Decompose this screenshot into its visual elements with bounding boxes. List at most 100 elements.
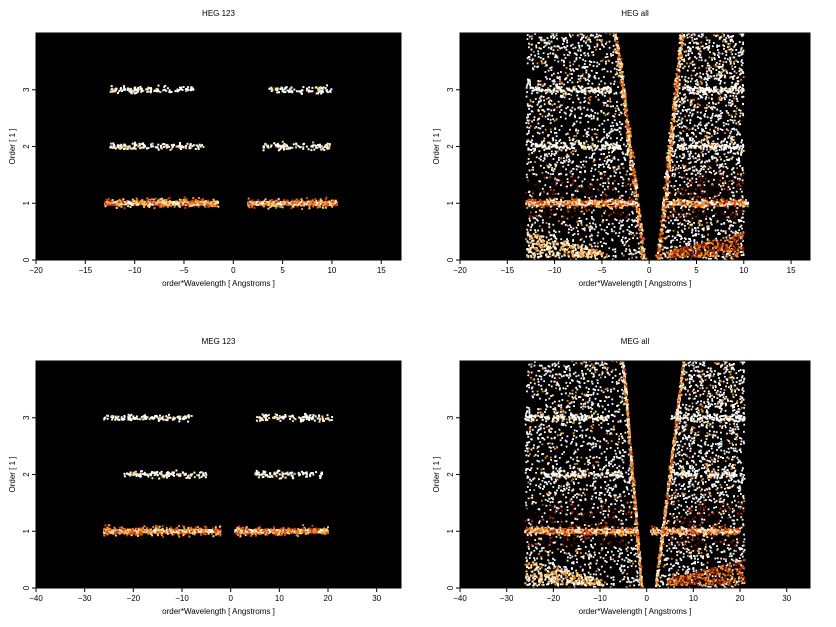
heatmap-pixel [532, 135, 534, 137]
heatmap-pixel [579, 217, 581, 219]
heatmap-pixel [582, 86, 584, 88]
heatmap-pixel [592, 144, 594, 146]
heatmap-pixel [637, 215, 639, 217]
heatmap-pixel [259, 204, 261, 206]
heatmap-pixel [538, 87, 540, 89]
heatmap-pixel [575, 215, 577, 217]
heatmap-pixel [628, 245, 630, 247]
heatmap-pixel [527, 149, 529, 151]
heatmap-pixel [572, 44, 574, 46]
heatmap-pixel [549, 43, 551, 45]
heatmap-pixel [678, 200, 680, 202]
heatmap-pixel [302, 143, 304, 145]
heatmap-pixel [312, 146, 314, 148]
y-tick-label: 2 [22, 144, 31, 149]
heatmap-pixel [539, 158, 541, 160]
heatmap-pixel [587, 121, 589, 123]
heatmap-pixel [584, 196, 586, 198]
heatmap-pixel [608, 164, 610, 166]
heatmap-pixel [551, 183, 553, 185]
heatmap-pixel [558, 174, 560, 176]
heatmap-pixel [597, 232, 599, 234]
heatmap-pixel [585, 236, 587, 238]
heatmap-pixel [610, 91, 612, 93]
heatmap-pixel [605, 232, 607, 234]
heatmap-pixel [571, 176, 573, 178]
heatmap-pixel [619, 172, 621, 174]
heatmap-pixel [598, 89, 600, 91]
heatmap-pixel [578, 75, 580, 77]
heatmap-pixel [185, 147, 187, 149]
heatmap-pixel [576, 197, 578, 199]
heatmap-pixel [299, 146, 301, 148]
heatmap-pixel [613, 230, 615, 232]
heatmap-pixel [568, 156, 570, 158]
heatmap-pixel [591, 200, 593, 202]
heatmap-pixel [584, 97, 586, 99]
heatmap-pixel [550, 213, 552, 215]
heatmap-pixel [279, 148, 281, 150]
heatmap-pixel [549, 148, 551, 150]
heatmap-pixel [540, 113, 542, 115]
heatmap-pixel [108, 198, 110, 200]
heatmap-pixel [568, 54, 570, 56]
heatmap-pixel [619, 195, 621, 197]
heatmap-pixel [547, 87, 549, 89]
heatmap-pixel [549, 114, 551, 116]
heatmap-pixel [567, 81, 569, 83]
heatmap-pixel [553, 230, 555, 232]
heatmap-pixel [287, 90, 289, 92]
heatmap-pixel [543, 167, 545, 169]
heatmap-pixel [156, 90, 158, 92]
heatmap-pixel [595, 224, 597, 226]
heatmap-pixel [133, 147, 135, 149]
heatmap-pixel [581, 185, 583, 187]
heatmap-pixel [188, 205, 190, 207]
heatmap-pixel [547, 56, 549, 58]
heatmap-pixel [616, 101, 618, 103]
heatmap-pixel [602, 69, 604, 71]
heatmap-pixel [619, 197, 621, 199]
plot-area [36, 33, 401, 260]
heatmap-pixel [582, 187, 584, 189]
heatmap-pixel [562, 205, 564, 207]
heatmap-pixel [638, 248, 640, 250]
heatmap-pixel [532, 63, 534, 65]
heatmap-pixel [627, 203, 629, 205]
heatmap-pixel [631, 233, 633, 235]
heatmap-pixel [130, 206, 132, 208]
heatmap-pixel [587, 83, 589, 85]
heatmap-pixel [116, 207, 118, 209]
heatmap-pixel [545, 171, 547, 173]
heatmap-pixel [315, 203, 317, 205]
heatmap-pixel [579, 185, 581, 187]
heatmap-pixel [267, 208, 269, 210]
heatmap-pixel [609, 159, 611, 161]
heatmap-pixel [597, 179, 599, 181]
heatmap-pixel [594, 228, 596, 230]
heatmap-pixel [153, 199, 155, 201]
heatmap-pixel [601, 43, 603, 45]
heatmap-pixel [589, 236, 591, 238]
heatmap-pixel [317, 204, 319, 206]
heatmap-pixel [584, 166, 586, 168]
heatmap-pixel [608, 144, 610, 146]
heatmap-pixel [612, 51, 614, 53]
heatmap-pixel [549, 163, 551, 165]
heatmap-pixel [608, 223, 610, 225]
heatmap-pixel [585, 37, 587, 39]
heatmap-pixel [625, 216, 627, 218]
heatmap-pixel [628, 188, 630, 190]
heatmap-pixel [578, 220, 580, 222]
heatmap-pixel [527, 38, 529, 40]
heatmap-pixel [602, 185, 604, 187]
heatmap-pixel [529, 84, 531, 86]
heatmap-pixel [587, 109, 589, 111]
heatmap-pixel [572, 183, 574, 185]
heatmap-pixel [526, 85, 528, 87]
heatmap-pixel [553, 170, 555, 172]
heatmap-pixel [306, 197, 308, 199]
heatmap-pixel [201, 144, 203, 146]
heatmap-pixel [620, 204, 622, 206]
